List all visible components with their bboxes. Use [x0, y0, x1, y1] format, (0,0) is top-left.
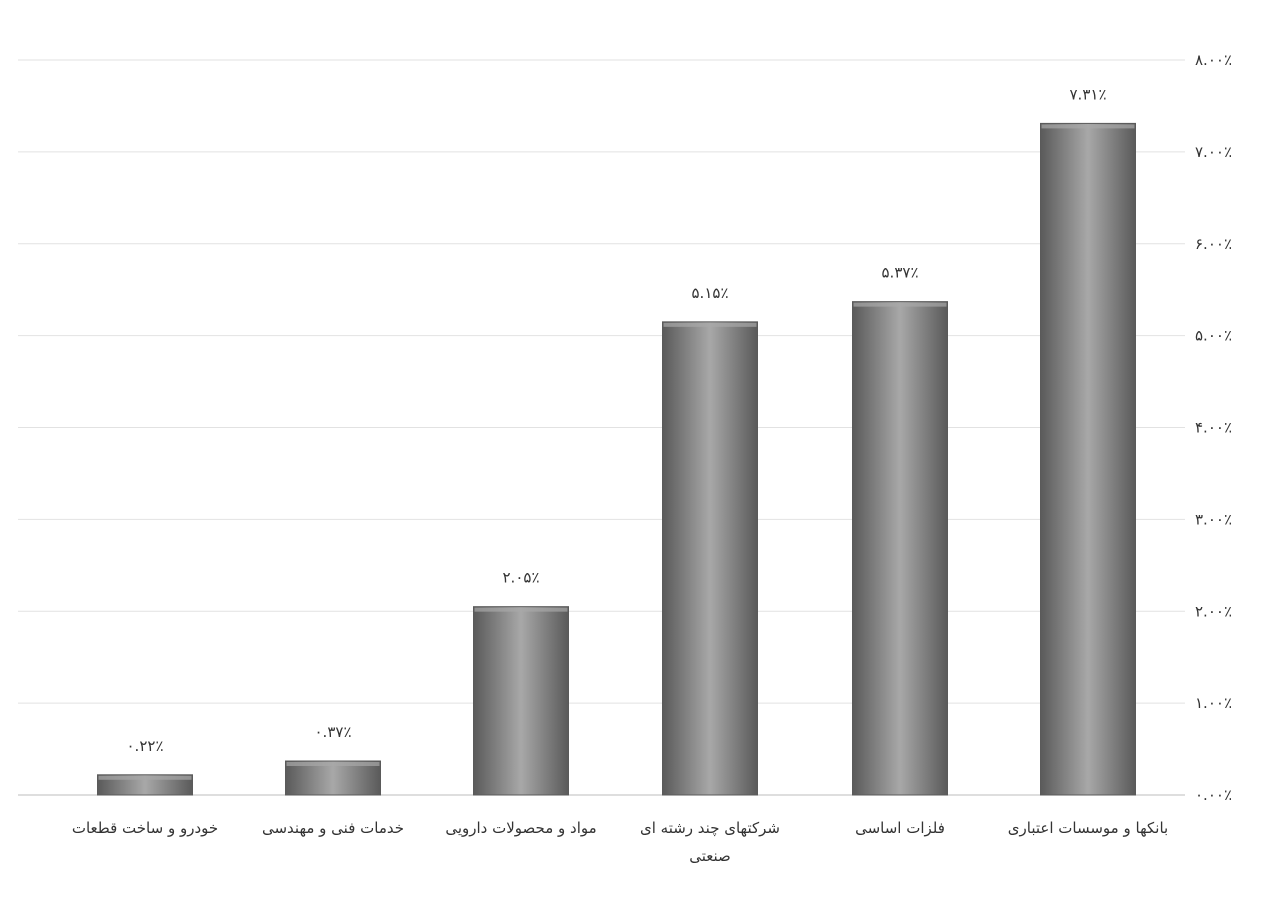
x-category-label: مواد و محصولات دارویی [445, 819, 596, 837]
x-category-label-line: مواد و محصولات دارویی [445, 819, 596, 837]
gridlines [18, 59, 1185, 796]
y-tick-label: ۴.۰۰٪ [1195, 419, 1232, 437]
x-category-label-line: بانکها و موسسات اعتباری [1008, 819, 1168, 837]
bar-top-bevel [853, 302, 947, 307]
bar-top-bevel [474, 607, 568, 612]
data-label: ۰.۲۲٪ [127, 737, 164, 755]
y-tick-label: ۵.۰۰٪ [1195, 327, 1232, 345]
bar-top-bevel [286, 762, 380, 767]
bar-group [852, 301, 948, 796]
bar-top-bevel [663, 322, 757, 327]
x-category-label: خدمات فنی و مهندسی [262, 819, 404, 837]
bar-group [285, 760, 381, 796]
y-tick-label: ۲.۰۰٪ [1195, 602, 1232, 620]
bar-group [662, 321, 758, 796]
bar-group [97, 774, 193, 796]
bar [97, 774, 193, 796]
bars [97, 122, 1136, 796]
data-label: ۵.۱۵٪ [692, 284, 729, 302]
x-category-label-line: شرکتهای چند رشته ای [640, 819, 780, 837]
x-category-label: بانکها و موسسات اعتباری [1008, 819, 1168, 837]
x-category-label: شرکتهای چند رشته ای صنعتی [640, 819, 780, 865]
data-label: ۲.۰۵٪ [503, 569, 540, 587]
data-label: ۵.۳۷٪ [882, 264, 919, 282]
x-category-label: خودرو و ساخت قطعات [72, 819, 218, 837]
bar [852, 301, 948, 796]
x-category-label-line: خودرو و ساخت قطعات [72, 819, 218, 837]
y-axis-tick-labels: ۰.۰۰٪ ۱.۰۰٪ ۲.۰۰٪ ۳.۰۰٪ ۴.۰۰٪ ۵.۰۰٪ ۶.۰۰٪ ۷.۰۰٪… [1195, 51, 1232, 804]
bar-group [473, 606, 569, 796]
y-tick-label: ۸.۰۰٪ [1195, 51, 1232, 69]
x-axis-category-labels: بانکها و موسسات اعتباری فلزات اساسی شرکتها… [72, 819, 1168, 865]
x-category-label: فلزات اساسی [855, 819, 945, 837]
x-category-label-line: صنعتی [689, 847, 731, 865]
x-category-label-line: خدمات فنی و مهندسی [262, 819, 404, 837]
bar [473, 606, 569, 796]
data-labels: ۷.۳۱٪ ۵.۳۷٪ ۵.۱۵٪ ۲.۰۵٪ ۰.۳۷٪ ۰.۲۲٪ [127, 85, 1107, 754]
y-tick-label: ۱.۰۰٪ [1195, 694, 1232, 712]
y-tick-label: ۳.۰۰٪ [1195, 510, 1232, 528]
bar-group [1040, 122, 1136, 796]
bar [1040, 122, 1136, 796]
bar-top-bevel [1041, 124, 1135, 129]
bar-top-bevel [98, 775, 192, 780]
y-tick-label: ۷.۰۰٪ [1195, 143, 1232, 161]
data-label: ۷.۳۱٪ [1070, 85, 1107, 103]
y-tick-label: ۰.۰۰٪ [1195, 786, 1232, 804]
y-tick-label: ۶.۰۰٪ [1195, 235, 1232, 253]
bar [285, 760, 381, 796]
data-label: ۰.۳۷٪ [315, 723, 352, 741]
x-category-label-line: فلزات اساسی [855, 819, 945, 837]
bar [662, 321, 758, 796]
